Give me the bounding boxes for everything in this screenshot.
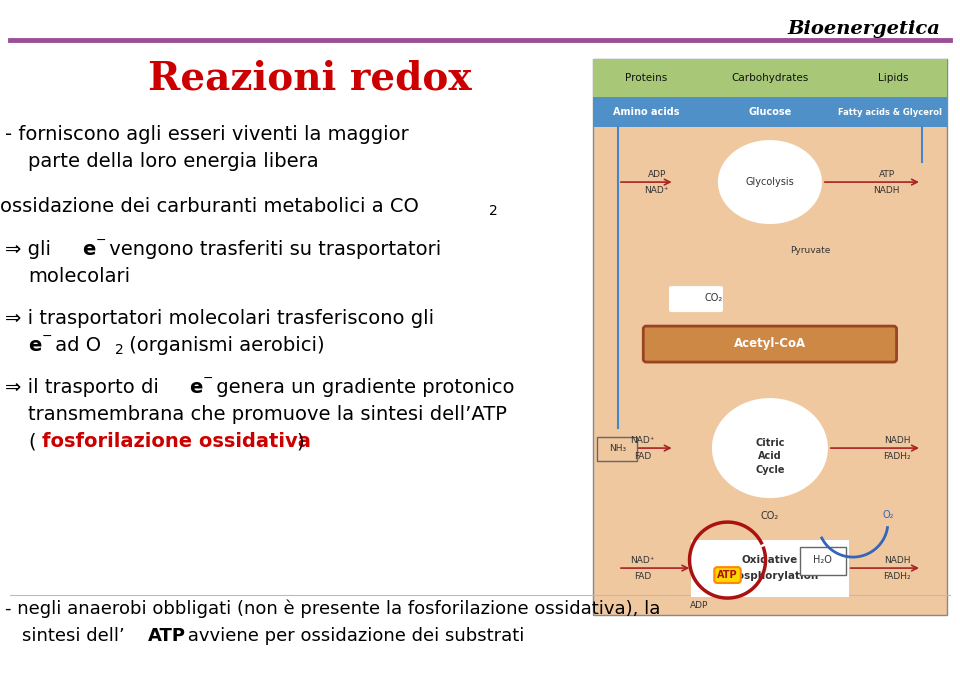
- FancyBboxPatch shape: [691, 539, 849, 596]
- Ellipse shape: [712, 398, 828, 498]
- Bar: [593, 59, 947, 615]
- Text: NADH: NADH: [874, 186, 900, 195]
- Text: ⇒ gli: ⇒ gli: [5, 240, 58, 259]
- Text: FADH₂: FADH₂: [883, 571, 911, 580]
- Text: Cycle: Cycle: [756, 465, 784, 475]
- Text: molecolari: molecolari: [28, 267, 131, 286]
- Text: Glucose: Glucose: [748, 107, 792, 117]
- Text: NAD⁺: NAD⁺: [644, 186, 669, 195]
- Text: parte della loro energia libera: parte della loro energia libera: [28, 152, 319, 171]
- Text: Pyruvate: Pyruvate: [790, 245, 830, 254]
- FancyBboxPatch shape: [643, 326, 897, 362]
- Text: ⇒ i trasportatori molecolari trasferiscono gli: ⇒ i trasportatori molecolari trasferisco…: [5, 309, 434, 328]
- Bar: [593, 59, 947, 97]
- Text: ATP: ATP: [717, 570, 738, 580]
- Text: ADP: ADP: [648, 170, 666, 179]
- Text: NH₃: NH₃: [609, 443, 626, 452]
- Text: Amino acids: Amino acids: [613, 107, 680, 117]
- Text: fosforilazione ossidativa: fosforilazione ossidativa: [42, 432, 311, 451]
- Text: FAD: FAD: [635, 452, 652, 461]
- Text: transmembrana che promuove la sintesi dell’ATP: transmembrana che promuove la sintesi de…: [28, 405, 507, 424]
- Text: Lipids: Lipids: [878, 73, 909, 83]
- Text: ⇒ il trasporto di: ⇒ il trasporto di: [5, 378, 165, 397]
- Text: - negli anaerobi obbligati (non è presente la fosforilazione ossidativa), la: - negli anaerobi obbligati (non è presen…: [5, 600, 660, 619]
- Text: - forniscono agli esseri viventi la maggior: - forniscono agli esseri viventi la magg…: [5, 125, 409, 144]
- Text: avviene per ossidazione dei substrati: avviene per ossidazione dei substrati: [182, 627, 524, 645]
- Text: FAD: FAD: [635, 571, 652, 580]
- Text: NADH: NADH: [884, 555, 910, 564]
- Text: CO₂: CO₂: [760, 511, 780, 521]
- Text: NAD⁺: NAD⁺: [631, 555, 655, 564]
- Text: Citric: Citric: [756, 438, 784, 448]
- Text: ossidazione dei carburanti metabolici a CO: ossidazione dei carburanti metabolici a …: [0, 197, 419, 216]
- Text: ad O: ad O: [49, 336, 101, 355]
- Text: −: −: [42, 330, 53, 343]
- Text: sintesi dell’: sintesi dell’: [22, 627, 125, 645]
- Text: 2: 2: [489, 204, 497, 218]
- Text: ATP: ATP: [878, 170, 895, 179]
- Text: Acid: Acid: [758, 451, 781, 461]
- FancyBboxPatch shape: [669, 286, 723, 312]
- Text: Bioenergetica: Bioenergetica: [787, 20, 940, 38]
- Text: CO₂: CO₂: [705, 293, 723, 303]
- Text: vengono trasferiti su trasportatori: vengono trasferiti su trasportatori: [103, 240, 442, 259]
- FancyBboxPatch shape: [597, 437, 637, 461]
- Text: ): ): [296, 432, 303, 451]
- Text: Glycolysis: Glycolysis: [746, 177, 794, 187]
- Text: Carbohydrates: Carbohydrates: [732, 73, 808, 83]
- Text: H₂O: H₂O: [813, 555, 832, 565]
- Text: (: (: [28, 432, 36, 451]
- Text: Acetyl-CoA: Acetyl-CoA: [733, 336, 806, 350]
- FancyBboxPatch shape: [800, 547, 846, 575]
- Text: Reazioni redox: Reazioni redox: [148, 60, 471, 98]
- Text: ADP: ADP: [690, 600, 708, 610]
- Text: Oxidative: Oxidative: [742, 555, 798, 565]
- Text: 2: 2: [115, 343, 124, 357]
- Bar: [593, 97, 947, 127]
- Text: phosphorylation: phosphorylation: [722, 571, 818, 581]
- Text: genera un gradiente protonico: genera un gradiente protonico: [210, 378, 515, 397]
- Text: e: e: [28, 336, 41, 355]
- Text: e: e: [189, 378, 203, 397]
- Text: FADH₂: FADH₂: [883, 452, 911, 461]
- Text: e: e: [82, 240, 95, 259]
- Text: (organismi aerobici): (organismi aerobici): [123, 336, 324, 355]
- Text: Fatty acids & Glycerol: Fatty acids & Glycerol: [838, 108, 942, 117]
- Text: O₂: O₂: [882, 510, 894, 520]
- Ellipse shape: [718, 140, 822, 224]
- Text: −: −: [96, 234, 107, 247]
- Text: Proteins: Proteins: [625, 73, 667, 83]
- Text: −: −: [203, 372, 213, 385]
- Text: ATP: ATP: [148, 627, 186, 645]
- Text: NADH: NADH: [884, 436, 910, 445]
- Text: NAD⁺: NAD⁺: [631, 436, 655, 445]
